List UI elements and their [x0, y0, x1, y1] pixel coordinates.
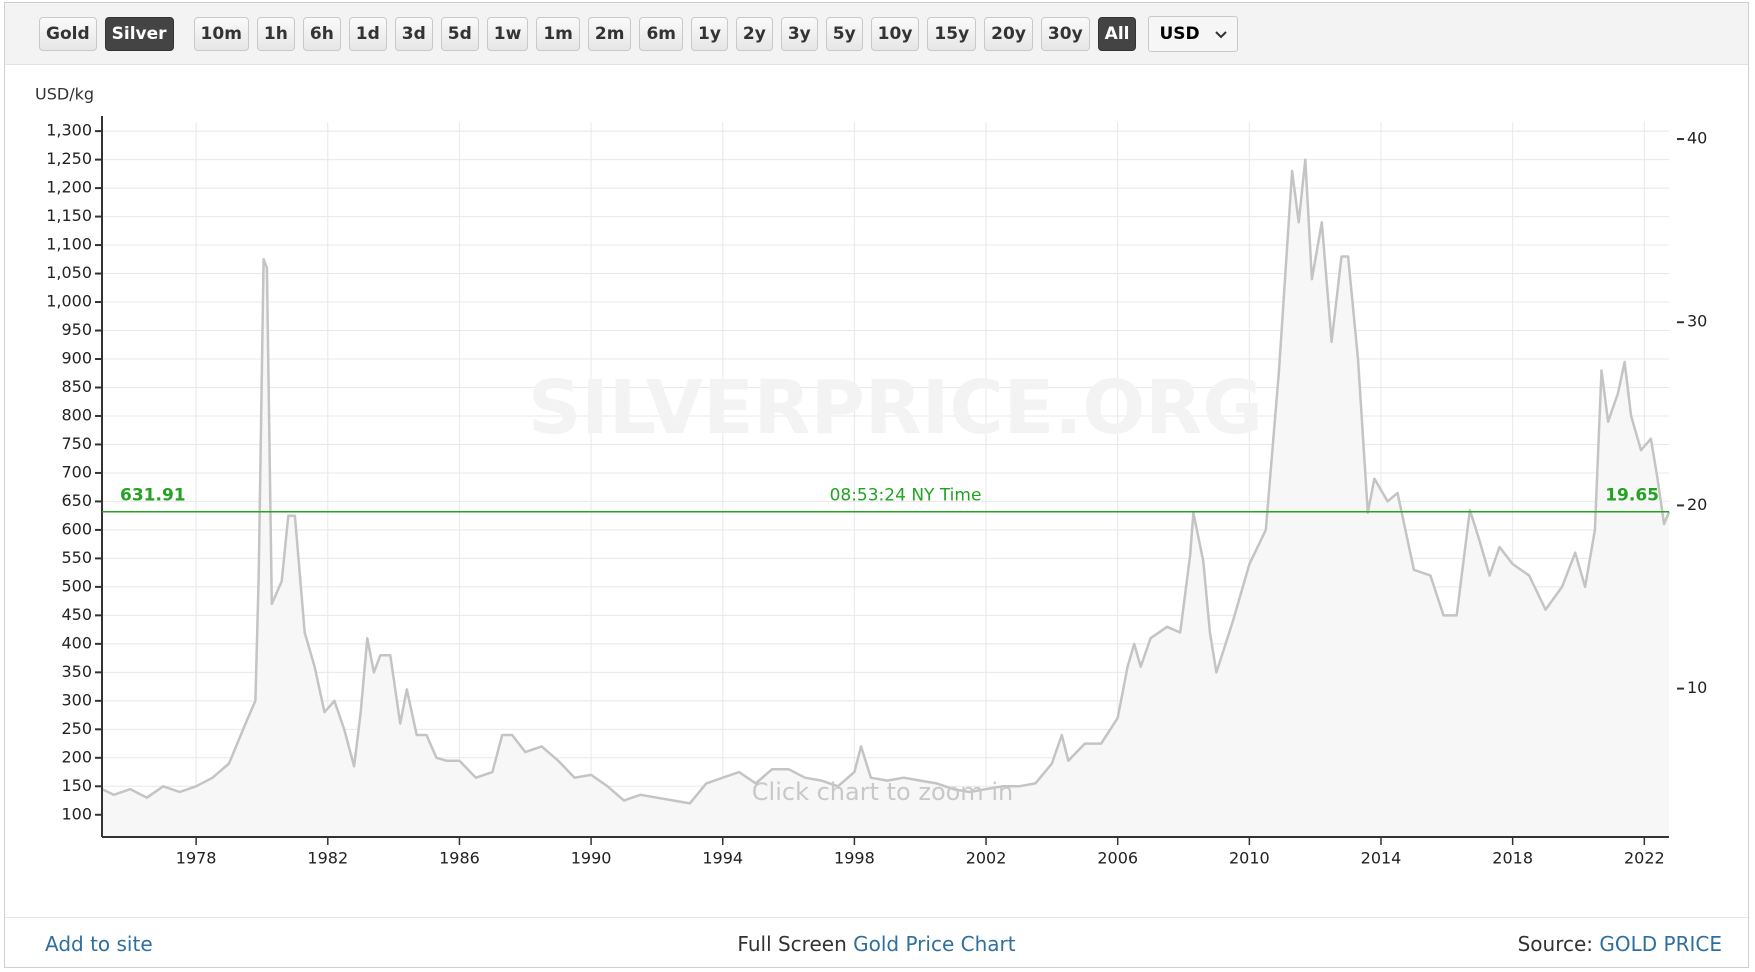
source-link[interactable]: GOLD PRICE — [1599, 932, 1722, 956]
y-tick-label: 1,050 — [46, 263, 92, 282]
y-tick-label: 1,250 — [46, 149, 92, 168]
y-tick-label: 1,300 — [46, 121, 92, 140]
current-price-y2-label: 19.65 — [1605, 486, 1659, 506]
y2-tick-label: 30 — [1687, 312, 1707, 331]
source: Source: GOLD PRICE — [1518, 932, 1722, 956]
chart-link[interactable]: Gold Price Chart — [853, 932, 1016, 956]
y2-tick-label: 10 — [1687, 678, 1707, 697]
full-screen: Full Screen — [737, 932, 847, 956]
range-button[interactable]: 10y — [870, 16, 920, 51]
x-tick-label: 1978 — [176, 849, 217, 868]
zoom-hint: Click chart to zoom in — [752, 778, 1013, 806]
range-button[interactable]: 6h — [302, 16, 341, 51]
chevron — [1215, 30, 1228, 38]
range-button[interactable]: Silver — [104, 16, 174, 51]
y-tick-label: 200 — [61, 747, 92, 766]
x-tick-label: 2006 — [1097, 849, 1138, 868]
range-button[interactable]: 1w — [486, 16, 529, 51]
y-tick-label: 950 — [61, 320, 92, 339]
widget: Gold Silver 10m 1h 6h 1d 3d 5d 1w 1m 2m 6m 1y 2y 3y 5y 1… — [4, 2, 1749, 968]
currency-label: USD — [1159, 23, 1200, 44]
range-button[interactable]: 1y — [690, 16, 728, 51]
range-button[interactable]: 1d — [348, 16, 387, 51]
x-tick-label: 2002 — [966, 849, 1007, 868]
range-button[interactable]: 3y — [780, 16, 818, 51]
x-tick-label: 1998 — [834, 849, 875, 868]
y-tick-label: 350 — [61, 662, 92, 681]
range-button[interactable]: 6m — [639, 16, 683, 51]
y-tick-label: 700 — [61, 462, 92, 481]
range-button[interactable]: 10m — [193, 16, 249, 51]
x-tick-label: 1994 — [702, 849, 743, 868]
current-time-label: 08:53:24 NY Time — [830, 486, 982, 506]
y-axis-title: USD/kg — [35, 85, 94, 104]
y-tick-label: 550 — [61, 548, 92, 567]
y-tick-label: 500 — [61, 576, 92, 595]
range-button[interactable]: 3d — [394, 16, 433, 51]
area — [102, 159, 1669, 838]
x-tick-label: 2014 — [1361, 849, 1402, 868]
range-button[interactable]: 15y — [927, 16, 977, 51]
current-price-label: 631.91 — [120, 486, 186, 506]
source-label: Source: — [1517, 932, 1594, 956]
toolbar: Gold Silver 10m 1h 6h 1d 3d 5d 1w 1m 2m 6m 1y 2y 3y 5y 1… — [5, 3, 1748, 65]
y-tick-label: 650 — [61, 491, 92, 510]
y-tick-label: 1,000 — [46, 292, 92, 311]
y-tick-label: 600 — [61, 519, 92, 538]
footer: Add to site Full Screen Gold Price Chart… — [5, 917, 1748, 970]
y-tick-label: 300 — [61, 690, 92, 709]
x-tick-label: 2010 — [1229, 849, 1270, 868]
x-tick-label: 1986 — [439, 849, 480, 868]
range-button[interactable]: 2m — [587, 16, 632, 51]
range-button[interactable]: 5d — [440, 16, 479, 51]
range-button[interactable]: Gold — [39, 16, 97, 51]
dropdown-arrow — [1215, 24, 1228, 44]
x-tick-label: 1990 — [571, 849, 612, 868]
range-button[interactable]: 2y — [735, 16, 773, 51]
range-button[interactable]: 1h — [256, 16, 295, 51]
price-line — [101, 158, 1671, 805]
y-tick-label: 100 — [61, 804, 92, 823]
y-tick-label: 850 — [61, 377, 92, 396]
y-tick-label: 1,200 — [46, 178, 92, 197]
y-tick-label: 150 — [61, 776, 92, 795]
y-tick-label: 1,150 — [46, 206, 92, 225]
range-button[interactable]: All — [1097, 16, 1137, 51]
footer-center: Full Screen Gold Price Chart — [5, 932, 1748, 956]
watermark: SILVERPRICE.ORG — [528, 365, 1263, 451]
y-tick-label: 450 — [61, 605, 92, 624]
add-link[interactable]: Add to site — [45, 932, 153, 956]
y-tick-label: 250 — [61, 719, 92, 738]
range-button[interactable]: 30y — [1040, 16, 1090, 51]
x-tick-label: 2018 — [1492, 849, 1533, 868]
range-button[interactable]: 5y — [825, 16, 863, 51]
x-tick-label: 2022 — [1624, 849, 1665, 868]
y2-tick-label: 20 — [1687, 495, 1707, 514]
x-tick-label: 1982 — [307, 849, 348, 868]
y-tick-label: 400 — [61, 633, 92, 652]
chart[interactable]: USD/kg 100 150 200 250 300 350 400 450 500 550 600 6… — [5, 3, 1750, 913]
y-tick-label: 750 — [61, 434, 92, 453]
y-tick-label: 1,100 — [46, 235, 92, 254]
range-button[interactable]: 1m — [536, 16, 580, 51]
y2-tick-label: 40 — [1687, 129, 1707, 148]
currency-select[interactable]: USD — [1148, 15, 1239, 52]
y-tick-label: 800 — [61, 405, 92, 424]
range-button[interactable]: 20y — [984, 16, 1033, 51]
y-tick-label: 900 — [61, 349, 92, 368]
